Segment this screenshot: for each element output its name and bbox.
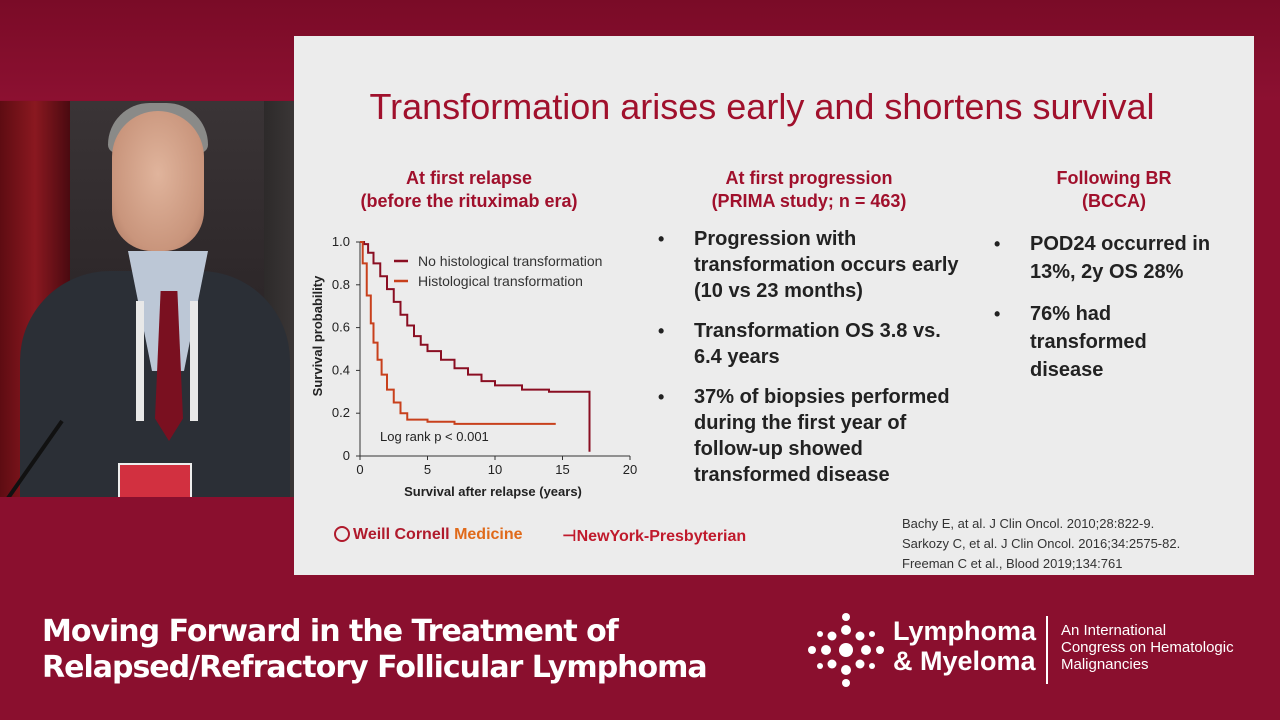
wcm-logo-text-medicine: Medicine	[454, 526, 523, 543]
column2-heading-line2: (PRIMA study; n = 463)	[711, 191, 907, 211]
chart-axes: 0 5 10 15 20 0 0.2 0.4 0.6 0.8 1.0	[332, 234, 637, 477]
slide-title: Transformation arises early and shortens…	[369, 86, 1155, 127]
lanyard-left	[136, 301, 144, 421]
chart-xlabel: Survival after relapse (years)	[404, 484, 582, 499]
y-tick-label: 1.0	[332, 234, 350, 249]
column3-bullets: POD24 occurred in 13%, 2y OS 28% 76% had…	[994, 230, 1224, 398]
speaker-video	[0, 101, 294, 497]
logo-divider	[1046, 616, 1048, 684]
chart-annotation: Log rank p < 0.001	[380, 429, 489, 444]
tagline-line1: An International	[1061, 622, 1167, 639]
y-tick-label: 0.4	[332, 362, 350, 377]
column1-heading: At first relapse (before the rituximab e…	[334, 167, 604, 213]
tagline-line2: Congress on Hematologic	[1061, 639, 1234, 656]
congress-flower-icon	[808, 613, 884, 687]
tagline-line3: Malignancies	[1061, 656, 1149, 673]
column1-heading-line2: (before the rituximab era)	[360, 191, 578, 211]
column3-bullet: POD24 occurred in 13%, 2y OS 28%	[994, 230, 1224, 286]
y-tick-label: 0.6	[332, 320, 350, 335]
lanyard-right	[190, 301, 198, 421]
nyp-mark-icon: ⊣	[562, 528, 577, 545]
logo-line1: Lymphoma	[893, 616, 1037, 646]
y-tick-label: 0	[343, 448, 350, 463]
chart-legend: No histological transformation Histologic…	[394, 253, 602, 289]
column3-heading-line2: (BCCA)	[1082, 191, 1146, 211]
y-tick-label: 0.2	[332, 405, 350, 420]
speaker-head	[112, 111, 204, 251]
chart-ylabel: Survival probability	[310, 275, 325, 396]
x-tick-label: 0	[356, 462, 363, 477]
column2-heading-line1: At first progression	[725, 168, 893, 188]
reference: Bachy E, at al. J Clin Oncol. 2010;28:82…	[902, 516, 1155, 531]
chart-series	[360, 241, 591, 452]
legend-label: No histological transformation	[418, 253, 602, 269]
nyp-logo: ⊣NewYork-Presbyterian	[562, 526, 746, 546]
x-tick-label: 20	[623, 462, 637, 477]
series-line-transformation	[360, 241, 556, 425]
congress-logo-text: Lymphoma & Myeloma	[893, 616, 1036, 676]
column2-heading: At first progression (PRIMA study; n = 4…	[684, 167, 934, 213]
series-line-no-transformation	[360, 241, 591, 452]
legend-label: Histological transformation	[418, 273, 583, 289]
survival-chart: 0 5 10 15 20 0 0.2 0.4 0.6 0.8 1.0 No histological…	[310, 234, 637, 499]
references: Bachy E, at al. J Clin Oncol. 2010;28:82…	[902, 514, 1180, 574]
wcm-logo-text: Weill Cornell	[353, 526, 455, 543]
cornell-seal-icon	[334, 526, 350, 542]
column2-bullet: 37% of biopsies performed during the fir…	[658, 384, 968, 488]
x-tick-label: 15	[555, 462, 569, 477]
column2-bullets: Progression with transformation occurs e…	[658, 226, 968, 502]
session-title-line1: Moving Forward in the Treatment of	[42, 614, 619, 649]
session-title-line2: Relapsed/Refractory Follicular Lymphoma	[42, 650, 708, 685]
session-title: Moving Forward in the Treatment of Relap…	[42, 614, 708, 686]
y-tick-label: 0.8	[332, 277, 350, 292]
presentation-slide: Transformation arises early and shortens…	[294, 36, 1254, 575]
logo-line2: & Myeloma	[893, 646, 1036, 676]
column3-bullet: 76% had transformed disease	[994, 300, 1224, 384]
weill-cornell-logo: Weill Cornell Medicine	[334, 526, 523, 544]
nyp-logo-text: NewYork-Presbyterian	[576, 528, 747, 545]
x-tick-label: 5	[424, 462, 431, 477]
name-badge	[118, 463, 192, 497]
reference: Freeman C et al., Blood 2019;134:761	[902, 556, 1123, 571]
column3-heading-line1: Following BR	[1056, 168, 1172, 188]
congress-tagline: An International Congress on Hematologic…	[1061, 622, 1234, 673]
reference: Sarkozy C, et al. J Clin Oncol. 2016;34:…	[902, 536, 1181, 551]
column1-heading-line1: At first relapse	[405, 168, 533, 188]
speaker-tie	[155, 291, 183, 441]
column2-bullet: Progression with transformation occurs e…	[658, 226, 968, 304]
x-tick-label: 10	[488, 462, 502, 477]
column2-bullet: Transformation OS 3.8 vs. 6.4 years	[658, 318, 968, 370]
column3-heading: Following BR (BCCA)	[1014, 167, 1214, 213]
